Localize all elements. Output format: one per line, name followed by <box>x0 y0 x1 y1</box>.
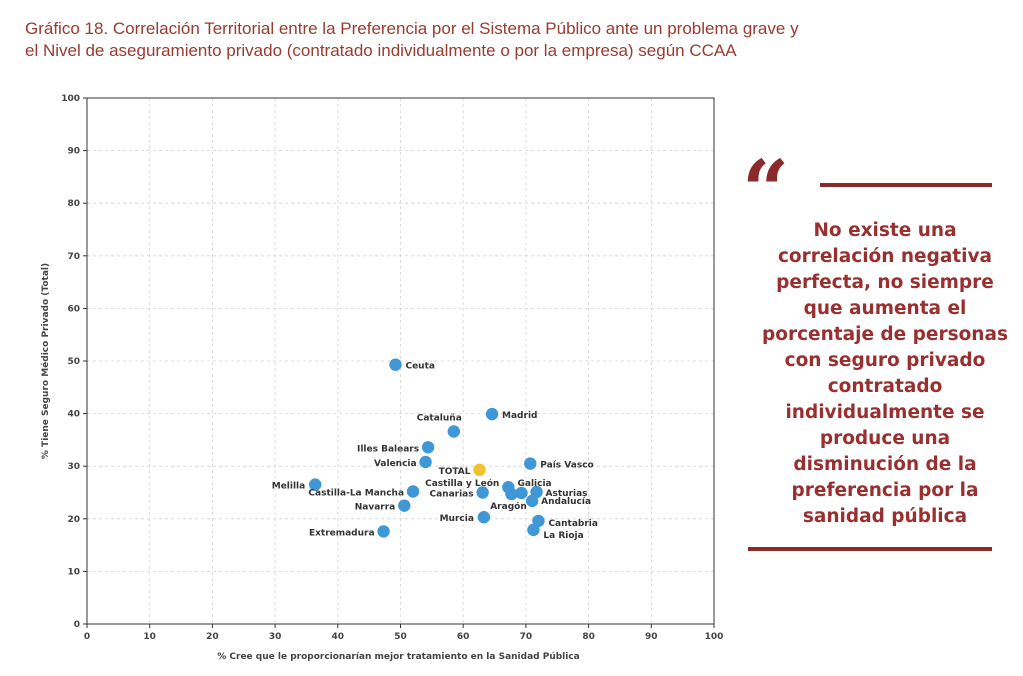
y-axis-label: % Tiene Seguro Médico Privado (Total) <box>40 263 51 459</box>
data-point <box>447 425 460 438</box>
x-tick-label: 60 <box>457 632 470 642</box>
quote-rule-bottom <box>748 547 992 551</box>
chart-title-line-1: Gráfico 18. Correlación Territorial entr… <box>25 19 799 38</box>
point-label: Aragón <box>490 501 527 512</box>
y-tick-label: 100 <box>61 94 80 104</box>
y-tick-label: 70 <box>67 252 80 262</box>
data-point <box>505 487 518 501</box>
data-point <box>309 478 322 491</box>
point-label: Asturias <box>546 489 588 499</box>
data-point <box>476 486 489 499</box>
x-tick-label: 10 <box>143 632 156 642</box>
data-point <box>473 463 486 477</box>
data-point <box>419 455 432 469</box>
x-axis-label: % Cree que le proporcionarían mejor trat… <box>217 652 580 662</box>
y-tick-label: 30 <box>67 462 80 472</box>
point-label: Navarra <box>355 503 396 513</box>
x-tick-label: 0 <box>84 632 90 642</box>
y-tick-label: 20 <box>67 515 80 525</box>
x-tick-label: 80 <box>582 632 595 642</box>
point-label: País Vasco <box>540 461 593 471</box>
point-label: Castilla y León <box>425 478 499 489</box>
x-tick-label: 20 <box>206 632 219 642</box>
point-label: Murcia <box>440 514 474 524</box>
x-tick-label: 40 <box>332 632 345 642</box>
chart-title-line-2: el Nivel de aseguramiento privado (contr… <box>25 41 737 60</box>
y-tick-label: 80 <box>67 199 80 209</box>
data-point <box>377 525 390 538</box>
x-tick-label: 50 <box>394 632 407 642</box>
data-point <box>525 494 539 508</box>
point-label: Extremadura <box>309 528 375 538</box>
point-label: Galicia <box>518 479 552 489</box>
data-point <box>389 358 402 371</box>
y-tick-label: 50 <box>67 357 80 367</box>
quote-rule-top <box>820 183 992 187</box>
point-label: La Rioja <box>543 531 583 541</box>
point-label: Valencia <box>374 459 417 469</box>
data-point <box>485 407 499 421</box>
y-tick-label: 10 <box>67 567 80 577</box>
x-tick-label: 70 <box>520 632 533 642</box>
point-label: Madrid <box>502 411 537 421</box>
point-label: Castilla-La Mancha <box>308 488 404 498</box>
point-label: Cantabria <box>548 519 598 529</box>
data-point <box>527 523 540 537</box>
point-label: Ceuta <box>405 362 435 372</box>
data-point <box>515 486 528 500</box>
x-tick-label: 100 <box>705 632 724 642</box>
data-point <box>421 441 435 454</box>
point-label: TOTAL <box>439 467 471 477</box>
point-label: Canarias <box>430 490 474 500</box>
x-tick-label: 90 <box>645 632 658 642</box>
y-tick-label: 60 <box>67 304 80 314</box>
point-label: Illes Balears <box>357 444 419 454</box>
y-tick-label: 40 <box>67 410 80 420</box>
point-label: Cataluña <box>417 413 462 423</box>
chart-title: Gráfico 18. Correlación Territorial entr… <box>25 18 1005 62</box>
point-label: Melilla <box>272 482 305 492</box>
quote-mark-icon: “ <box>742 143 790 239</box>
data-point <box>524 457 537 470</box>
data-point <box>477 511 491 524</box>
data-point <box>406 485 420 498</box>
point-label: Andalucía <box>541 497 591 507</box>
x-tick-label: 30 <box>269 632 282 642</box>
y-tick-label: 0 <box>74 620 80 630</box>
quote-text: No existe una correlación negativa perfe… <box>762 220 1008 527</box>
data-point <box>398 499 411 512</box>
y-tick-label: 90 <box>67 147 80 157</box>
